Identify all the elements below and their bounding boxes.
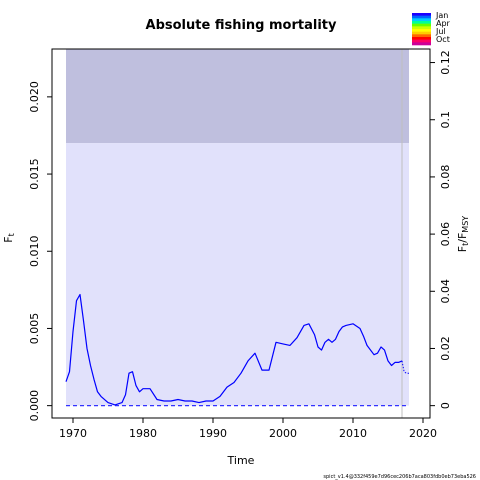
ci-band-outer	[66, 49, 409, 144]
y-axis-label-main: F	[2, 236, 15, 242]
y2-tick-label: 0	[439, 402, 452, 409]
y-axis-label-sub: t	[7, 233, 16, 236]
y2-tick-label: 0.06	[439, 222, 452, 247]
legend-swatch	[412, 13, 431, 16]
y-tick-label: 0.015	[28, 158, 41, 190]
y-tick-label: 0.005	[28, 313, 41, 345]
y2-tick-label: 0.1	[439, 111, 452, 129]
plot-frame	[51, 48, 431, 419]
y2-axis-label-sub: t	[461, 243, 470, 246]
y2-axis-label: Ft/FMSY	[456, 216, 470, 252]
x-axis-label: Time	[227, 454, 255, 467]
y-axis: 0.000 0.005 0.010 0.015 0.020	[28, 81, 52, 421]
x-tick-label: 2020	[409, 427, 437, 440]
x-tick-label: 2010	[339, 427, 367, 440]
y2-tick-label: 0.04	[439, 279, 452, 304]
legend-swatch	[412, 26, 431, 30]
legend-swatch	[412, 15, 431, 19]
ci-band-inner	[66, 143, 409, 406]
x-tick-label: 1970	[59, 427, 87, 440]
series-line	[65, 293, 403, 406]
legend-swatch	[412, 42, 431, 46]
legend-label: Apr	[436, 19, 451, 28]
legend-swatch	[412, 23, 431, 27]
plot-area	[51, 48, 431, 419]
legend-swatch	[412, 29, 431, 32]
legend-swatch	[412, 39, 431, 43]
y2-axis-label-mid: /F	[456, 233, 469, 243]
x-tick-label: 1980	[129, 427, 157, 440]
legend-swatch	[412, 31, 431, 35]
x-tick-label: 2000	[269, 427, 297, 440]
legend-label: Jan	[435, 11, 448, 20]
y2-tick-label: 0.02	[439, 336, 452, 361]
legend-label: Jul	[435, 27, 446, 36]
y-tick-label: 0.000	[28, 390, 41, 422]
y2-tick-label: 0.12	[439, 50, 452, 75]
y-axis-label: Ft	[2, 233, 16, 242]
chart-title: Absolute fishing mortality	[146, 18, 337, 33]
x-axis: 1970 1980 1990 2000 2010 2020	[59, 418, 437, 440]
forecast-line	[401, 360, 409, 374]
y-tick-label: 0.010	[28, 236, 41, 268]
y2-axis: 0 0.02 0.04 0.06 0.08 0.1 0.12	[430, 50, 452, 409]
legend-label: Oct	[436, 35, 450, 44]
legend-swatch	[412, 34, 431, 38]
y2-tick-label: 0.08	[439, 165, 452, 190]
legend-swatch	[412, 37, 431, 40]
footer-version: spict_v1.4@332f459e7d96cec206b7aca803fdb…	[323, 474, 476, 480]
legend-swatch	[412, 21, 431, 24]
x-tick-label: 1990	[199, 427, 227, 440]
y2-axis-label-main: F	[456, 246, 469, 252]
y2-axis-label-sub2: MSY	[461, 216, 470, 233]
y-tick-label: 0.020	[28, 81, 41, 113]
legend-swatch	[412, 18, 431, 22]
